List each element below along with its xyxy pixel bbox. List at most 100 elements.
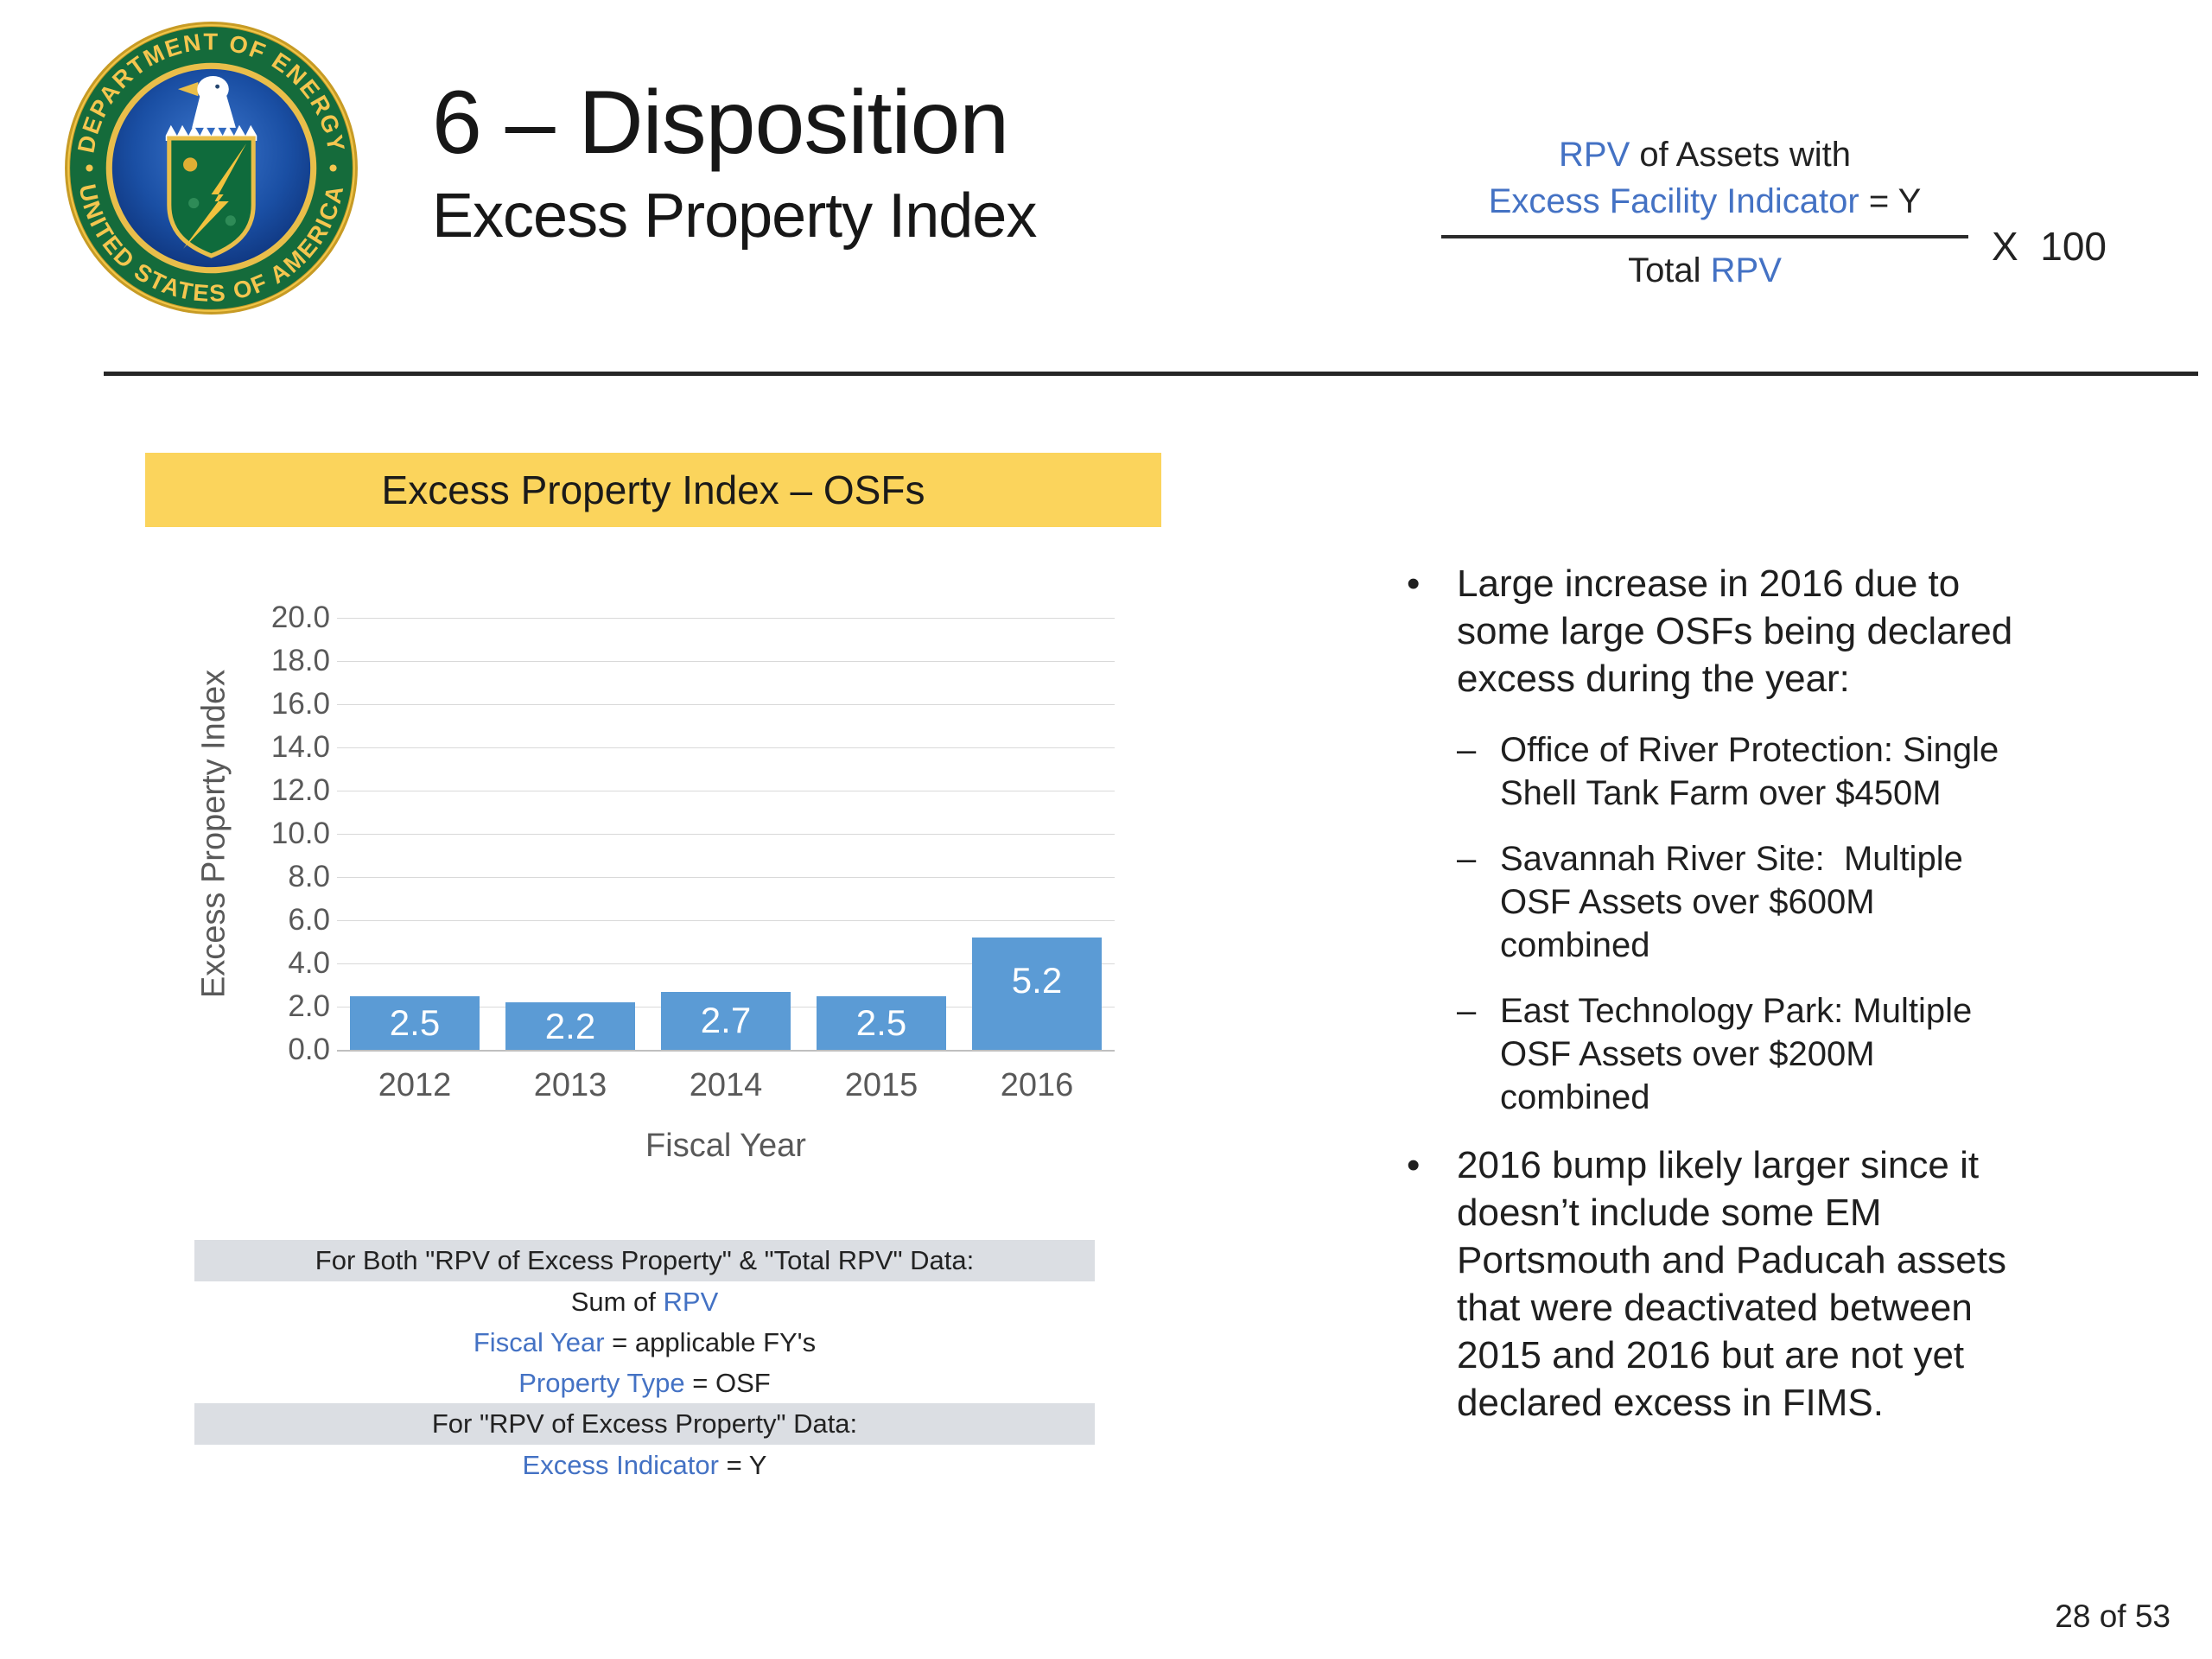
formula-denominator: Total RPV	[1441, 238, 1968, 294]
y-tick-label: 18.0	[270, 644, 330, 677]
sub-bullet-text-srs: Savannah River Site: Multiple OSF Assets…	[1500, 840, 1973, 964]
x-tick-label: 2014	[689, 1067, 763, 1103]
note-fiscal-year-field: Fiscal Year	[473, 1327, 605, 1357]
y-tick-label: 8.0	[288, 860, 330, 893]
header-divider	[104, 372, 2198, 376]
note-sum-prefix: Sum of	[570, 1287, 664, 1317]
bullet-item-2: • 2016 bump likely larger since it doesn…	[1407, 1141, 2108, 1427]
x-axis-labels: 2012 2013 2014 2015 2016	[337, 1067, 1115, 1110]
eagle-neck-icon	[192, 94, 236, 128]
note-excess-indicator-rest: = Y	[718, 1450, 767, 1480]
title-block: 6 – Disposition Excess Property Index	[432, 73, 1037, 251]
chart-section-header: Excess Property Index – OSFs	[145, 453, 1161, 527]
bullet-marker: •	[1407, 1144, 1421, 1186]
shield-symbol-icon	[225, 215, 236, 226]
note-band-1: For Both "RPV of Excess Property" & "Tot…	[194, 1240, 1095, 1281]
note-line-excess-indicator: Excess Indicator = Y	[194, 1445, 1095, 1485]
seal-dot-right	[329, 164, 337, 172]
excess-property-index-chart: Excess Property Index 0.0 2.0 4.0 6.0 8.0 10.…	[181, 596, 1175, 1184]
sub-bullet-text-orp: Office of River Protection: Single Shell…	[1500, 731, 2009, 812]
bullet-list: • Large increase in 2016 due to some lar…	[1407, 560, 2108, 1452]
note-sum-rpv: RPV	[663, 1287, 719, 1317]
gridline	[337, 833, 1115, 835]
bar-2015: 2.5	[817, 995, 946, 1050]
sub-bullet-etp: – East Technology Park: Multiple OSF Ass…	[1457, 989, 2108, 1119]
bar-value-label: 2.2	[544, 1005, 596, 1046]
y-tick-label: 10.0	[270, 817, 330, 850]
formula-num2-rest: = Y	[1859, 182, 1922, 220]
sub-bullet-marker: –	[1457, 731, 1477, 769]
y-tick-label: 6.0	[288, 903, 330, 937]
gridline	[337, 660, 1115, 662]
eagle-beak-icon	[177, 82, 199, 97]
sub-bullet-marker: –	[1457, 840, 1477, 878]
lightning-bolt-icon	[183, 143, 247, 249]
bar-2012: 2.5	[350, 995, 480, 1050]
y-tick-label: 0.0	[288, 1033, 330, 1066]
bar-value-label: 2.5	[855, 1001, 907, 1043]
bar-value-label: 5.2	[1011, 960, 1063, 1001]
sub-bullet-text-etp: East Technology Park: Multiple OSF Asset…	[1500, 992, 1982, 1116]
formula-den-prefix: Total	[1628, 251, 1711, 289]
y-tick-label: 16.0	[270, 687, 330, 721]
bullet-marker: •	[1407, 563, 1421, 605]
seal-shield	[167, 136, 256, 258]
bar-value-label: 2.7	[700, 1000, 752, 1041]
bar-2014: 2.7	[661, 991, 791, 1050]
sub-bullet-orp: – Office of River Protection: Single She…	[1457, 728, 2108, 815]
page-subtitle: Excess Property Index	[432, 181, 1037, 251]
shield-symbol-icon	[188, 198, 200, 209]
note-line-sum: Sum of RPV	[194, 1281, 1095, 1322]
y-tick-label: 14.0	[270, 730, 330, 764]
fraction-bar	[1441, 235, 1968, 238]
bullet-text-2: 2016 bump likely larger since it doesn’t…	[1457, 1144, 2018, 1424]
gridline	[337, 876, 1115, 878]
note-excess-indicator-field: Excess Indicator	[522, 1450, 719, 1480]
bullet-item-1: • Large increase in 2016 due to some lar…	[1407, 560, 2108, 702]
page-title: 6 – Disposition	[432, 73, 1009, 173]
page-number: 28 of 53	[2055, 1599, 2171, 1634]
bullet-text-1: Large increase in 2016 due to some large…	[1457, 563, 2024, 700]
y-tick-label: 4.0	[288, 946, 330, 980]
note-band-2: For "RPV of Excess Property" Data:	[194, 1403, 1095, 1445]
y-tick-label: 20.0	[270, 601, 330, 634]
doe-seal: DEPARTMENT OF ENERGY UNITED STATES OF AM…	[65, 22, 358, 315]
note-property-type-field: Property Type	[518, 1368, 685, 1398]
gridline	[337, 747, 1115, 748]
gridline	[337, 919, 1115, 921]
x-tick-label: 2013	[533, 1067, 607, 1103]
y-tick-label: 2.0	[288, 989, 330, 1023]
x-axis-title: Fiscal Year	[645, 1128, 806, 1164]
note-property-type-rest: = OSF	[684, 1368, 771, 1398]
formula-den-rpv: RPV	[1710, 251, 1782, 289]
x-tick-label: 2015	[844, 1067, 918, 1103]
notes-table: For Both "RPV of Excess Property" & "Tot…	[194, 1240, 1095, 1485]
gridline	[337, 963, 1115, 964]
seal-dot-left	[86, 164, 93, 172]
bar-value-label: 2.5	[389, 1001, 441, 1043]
note-fiscal-year-rest: = applicable FY's	[604, 1327, 817, 1357]
formula-multiplier: X 100	[1992, 224, 2107, 269]
gridline	[337, 703, 1115, 705]
shield-sun-icon	[183, 157, 198, 172]
y-axis-labels: 0.0 2.0 4.0 6.0 8.0 10.0 12.0 14.0 16.0 18.0 20.0	[233, 601, 330, 1066]
y-tick-label: 12.0	[270, 773, 330, 807]
x-tick-label: 2016	[1000, 1067, 1074, 1103]
y-axis-title: Excess Property Index	[195, 669, 232, 999]
formula-numerator-line1: RPV of Assets with	[1441, 131, 1968, 178]
x-axis-line	[337, 1049, 1115, 1052]
formula-num1-rest: of Assets with	[1630, 136, 1851, 174]
formula-rpv: RPV	[1559, 136, 1630, 174]
chart-plot: 2.5 2.2 2.7 2.5 5.2	[337, 617, 1115, 1052]
sub-bullet-marker: –	[1457, 992, 1477, 1030]
formula-excess-facility-indicator: Excess Facility Indicator	[1488, 182, 1859, 220]
note-line-fiscal-year: Fiscal Year = applicable FY's	[194, 1322, 1095, 1363]
bar-2013: 2.2	[505, 1002, 635, 1050]
bar-2016: 5.2	[972, 938, 1102, 1050]
formula-numerator: RPV of Assets with Excess Facility Indic…	[1441, 131, 1968, 235]
sub-bullet-srs: – Savannah River Site: Multiple OSF Asse…	[1457, 837, 2108, 967]
note-line-property-type: Property Type = OSF	[194, 1363, 1095, 1403]
formula: RPV of Assets with Excess Facility Indic…	[1441, 131, 1968, 294]
x-tick-label: 2012	[378, 1067, 452, 1103]
